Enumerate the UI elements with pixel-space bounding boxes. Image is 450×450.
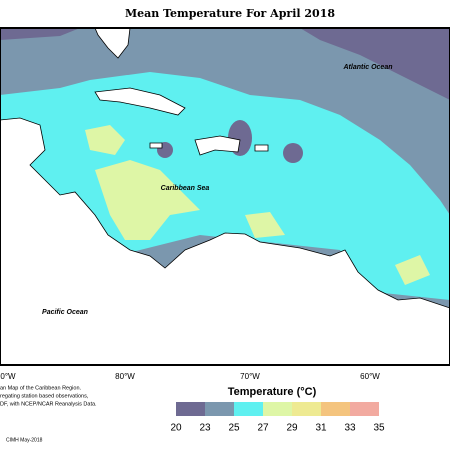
zone-yellow [85, 125, 125, 155]
legend-tick-label: 23 [199, 423, 211, 434]
legend-tick-label: 25 [228, 423, 240, 434]
ocean-label: Pacific Ocean [42, 309, 88, 316]
zone-yellow [245, 212, 285, 238]
hispaniola [194, 135, 241, 156]
sea-label: Caribbean Sea [161, 185, 210, 192]
legend-swatch [176, 402, 205, 416]
legend-swatch [234, 402, 263, 416]
credit: CIMH May-2018 [6, 437, 43, 443]
zone-yellow [95, 160, 200, 240]
longitude-label: 60°W [360, 372, 380, 381]
legend-swatch [292, 402, 321, 416]
title: Mean Temperature For April 2018 [125, 7, 335, 20]
footnote-line: an Map of the Caribbean Region. [0, 385, 81, 391]
zone-purple [300, 28, 450, 100]
map-frame [0, 27, 450, 366]
legend-tick-label: 35 [373, 423, 385, 434]
legend-tick-label: 31 [315, 423, 327, 434]
longitude-label: 80°W [115, 372, 135, 381]
footnote-line: regating station based observations, [0, 393, 89, 399]
longitude-label: 0°W [0, 372, 16, 381]
zone-purple [0, 28, 80, 40]
map: Atlantic Ocean Caribbean Sea Pacific Oce… [0, 27, 450, 366]
legend-tick-label: 20 [170, 423, 182, 434]
legend-tick-label: 29 [286, 423, 298, 434]
legend-tick-label: 27 [257, 423, 269, 434]
zone-yellow [395, 255, 430, 285]
legend-swatch [263, 402, 292, 416]
jamaica [149, 142, 163, 149]
legend-swatch [321, 402, 350, 416]
cuba [94, 87, 186, 116]
puerto-rico [254, 144, 269, 152]
ocean-label: Atlantic Ocean [342, 64, 392, 71]
footnote-line: DF, with NCEP/NCAR Reanalysis Data. [0, 401, 97, 407]
longitude-label: 70°W [240, 372, 260, 381]
zone-purple [283, 143, 303, 163]
mainland [0, 117, 450, 366]
legend-swatch [350, 402, 379, 416]
legend-swatch [205, 402, 234, 416]
legend-tick-label: 33 [344, 423, 356, 434]
legend-title: Temperature (°C) [228, 386, 317, 398]
